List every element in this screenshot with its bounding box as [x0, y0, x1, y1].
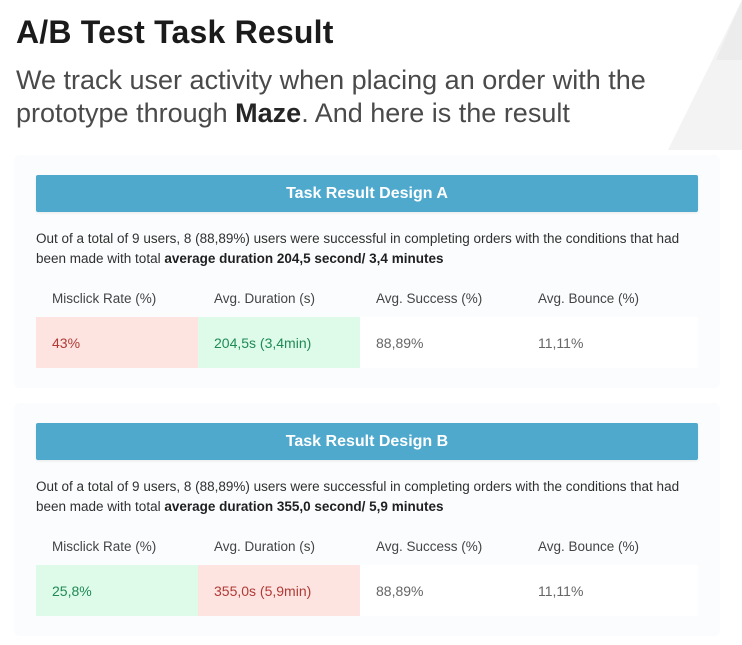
result-card-design-a: Task Result Design A Out of a total of 9… — [14, 155, 720, 388]
metric-value-bounce: 11,11% — [538, 582, 584, 599]
metric-labels-row: Misclick Rate (%) Avg. Duration (s) Avg.… — [36, 539, 698, 559]
metric-label-success: Avg. Success (%) — [376, 539, 483, 554]
metric-value-duration: 355,0s (5,9min) — [198, 565, 360, 616]
description-text: Out of a total of 9 users, 8 (88,89%) us… — [36, 479, 680, 514]
subtitle-text-end: . And here is the result — [301, 98, 570, 128]
metric-value-success: 88,89% — [376, 582, 424, 599]
card-description: Out of a total of 9 users, 8 (88,89%) us… — [36, 229, 706, 269]
metric-labels-row: Misclick Rate (%) Avg. Duration (s) Avg.… — [36, 291, 698, 311]
metric-label-duration: Avg. Duration (s) — [214, 539, 316, 554]
metric-value-misclick: 25,8% — [36, 565, 198, 616]
result-card-design-b: Task Result Design B Out of a total of 9… — [14, 403, 720, 636]
metric-label-misclick: Misclick Rate (%) — [52, 539, 157, 554]
page-title: A/B Test Task Result — [16, 14, 334, 50]
metric-label-duration: Avg. Duration (s) — [214, 291, 316, 306]
metric-values-row: 43% 204,5s (3,4min) 88,89% 11,11% — [36, 317, 698, 368]
card-heading: Task Result Design A — [36, 175, 698, 212]
card-description: Out of a total of 9 users, 8 (88,89%) us… — [36, 477, 706, 517]
card-heading: Task Result Design B — [36, 423, 698, 460]
description-text: Out of a total of 9 users, 8 (88,89%) us… — [36, 231, 680, 266]
metric-value-success: 88,89% — [376, 334, 424, 351]
metric-value-duration: 204,5s (3,4min) — [198, 317, 360, 368]
page-subtitle: We track user activity when placing an o… — [16, 64, 732, 130]
metric-value-bounce: 11,11% — [538, 334, 584, 351]
description-highlight: average duration 355,0 second/ 5,9 minut… — [164, 499, 444, 514]
metric-label-misclick: Misclick Rate (%) — [52, 291, 157, 306]
description-highlight: average duration 204,5 second/ 3,4 minut… — [164, 251, 444, 266]
subtitle-tool-name: Maze — [235, 98, 302, 128]
metric-value-misclick: 43% — [36, 317, 198, 368]
metric-label-bounce: Avg. Bounce (%) — [538, 291, 640, 306]
metric-label-bounce: Avg. Bounce (%) — [538, 539, 640, 554]
metric-label-success: Avg. Success (%) — [376, 291, 483, 306]
metric-values-row: 25,8% 355,0s (5,9min) 88,89% 11,11% — [36, 565, 698, 616]
subtitle-text: We track user activity when placing an o… — [16, 65, 646, 128]
